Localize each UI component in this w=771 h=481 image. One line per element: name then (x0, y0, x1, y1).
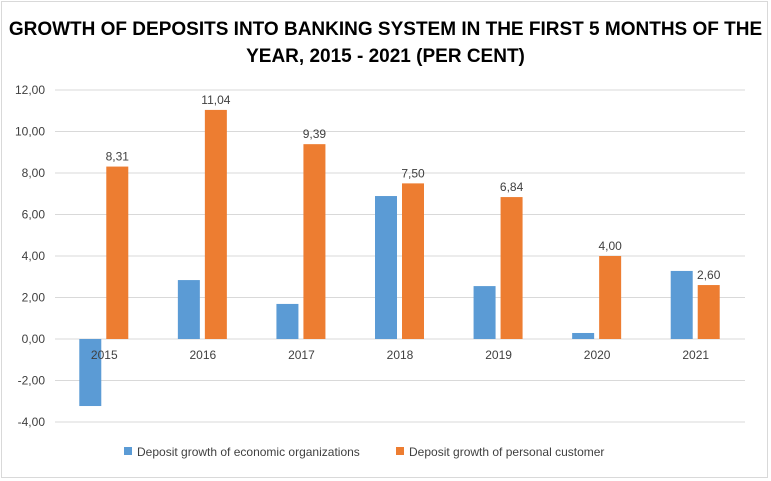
data-label: 11,04 (201, 93, 230, 107)
y-tick-label: 0,00 (22, 332, 46, 346)
bar-economic-2017 (276, 303, 299, 339)
data-label: 8,31 (106, 150, 130, 164)
bar-personal-2020 (599, 256, 622, 339)
bar-personal-2017 (303, 144, 326, 339)
bar-economic-2016 (177, 280, 200, 339)
bar-economic-2019 (473, 286, 496, 339)
y-tick-label: 10,00 (15, 125, 45, 139)
bar-personal-2016 (204, 109, 227, 339)
bar-personal-2018 (402, 183, 424, 339)
data-label: 2,60 (697, 268, 721, 282)
x-tick-label: 2016 (190, 348, 217, 362)
chart-title: GROWTH OF DEPOSITS INTO BANKING SYSTEM I… (8, 19, 763, 67)
x-tick-label: 2021 (682, 348, 709, 362)
legend-swatch (396, 447, 404, 455)
bar-personal-2021 (697, 285, 720, 339)
legend-swatch (124, 447, 132, 455)
y-tick-label: -2,00 (18, 374, 46, 388)
x-tick-label: 2020 (584, 348, 611, 362)
x-tick-label: 2017 (288, 348, 315, 362)
bar-economic-2020 (572, 332, 595, 339)
y-tick-label: 8,00 (22, 166, 46, 180)
x-tick-label: 2015 (91, 348, 118, 362)
bar-economic-2018 (375, 196, 397, 339)
legend-label: Deposit growth of economic organizations (137, 445, 360, 459)
data-label: 6,84 (500, 180, 524, 194)
y-tick-label: 6,00 (22, 208, 46, 222)
data-label: 7,50 (401, 166, 425, 180)
data-label: 9,39 (303, 127, 327, 141)
x-tick-label: 2018 (387, 348, 414, 362)
legend-label: Deposit growth of personal customer (409, 445, 604, 459)
y-tick-label: 4,00 (22, 249, 46, 263)
data-label: 4,00 (598, 239, 622, 253)
bar-economic-2015 (79, 339, 102, 407)
bar-economic-2021 (670, 270, 693, 339)
x-tick-label: 2019 (485, 348, 512, 362)
y-tick-label: 2,00 (22, 291, 46, 305)
bar-personal-2015 (106, 166, 129, 339)
bar-personal-2019 (500, 197, 523, 339)
y-tick-label: -4,00 (18, 415, 46, 429)
y-tick-label: 12,00 (15, 83, 45, 97)
